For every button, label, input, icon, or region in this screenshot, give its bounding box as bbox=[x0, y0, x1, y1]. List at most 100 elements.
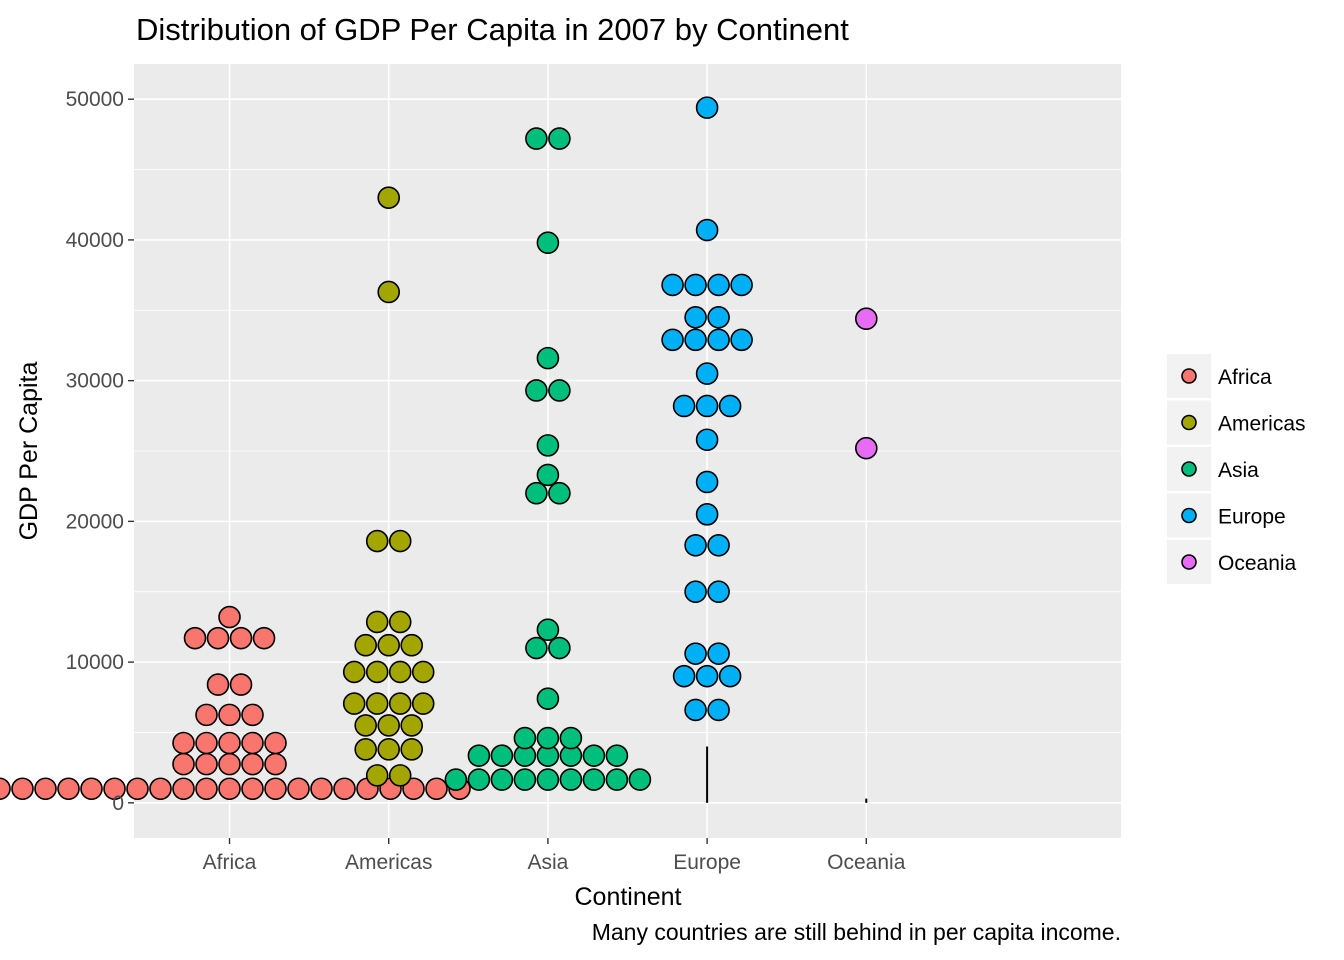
dot-africa bbox=[241, 777, 264, 801]
dot-americas bbox=[400, 633, 424, 657]
dot-africa bbox=[206, 626, 230, 650]
dot-africa bbox=[172, 731, 195, 755]
dot-africa bbox=[149, 777, 172, 801]
dot-americas bbox=[365, 764, 389, 787]
dot-asia bbox=[536, 463, 560, 487]
dot-americas bbox=[365, 660, 389, 684]
y-tick-label: 0 bbox=[112, 792, 124, 815]
dot-asia bbox=[548, 481, 571, 505]
dot-africa bbox=[172, 777, 195, 801]
dot-asia bbox=[513, 768, 537, 791]
y-tick-label: 50000 bbox=[66, 88, 124, 111]
dot-europe bbox=[718, 394, 742, 418]
dot-americas bbox=[365, 529, 389, 553]
dot-oceania bbox=[854, 307, 878, 331]
dot-africa bbox=[252, 626, 276, 650]
dot-africa bbox=[229, 673, 253, 696]
dot-americas bbox=[388, 660, 412, 684]
dot-africa bbox=[287, 777, 310, 801]
dot-asia bbox=[525, 636, 548, 660]
dot-europe bbox=[730, 328, 753, 352]
dot-europe bbox=[695, 394, 719, 418]
dot-asia bbox=[525, 481, 548, 505]
dot-africa bbox=[310, 777, 333, 801]
dot-europe bbox=[661, 273, 684, 297]
dot-americas bbox=[354, 714, 378, 737]
dot-americas bbox=[400, 714, 424, 737]
x-axis: Africa Americas Asia Europe Oceania bbox=[203, 838, 906, 874]
legend-label: Africa bbox=[1218, 366, 1272, 389]
dot-africa bbox=[402, 777, 425, 801]
dot-asia bbox=[525, 379, 548, 402]
dot-africa bbox=[195, 731, 218, 755]
dot-americas bbox=[400, 738, 424, 761]
dot-europe bbox=[707, 533, 730, 557]
dot-africa bbox=[241, 731, 264, 755]
dot-europe bbox=[730, 273, 753, 297]
dot-africa bbox=[264, 731, 287, 755]
dot-asia bbox=[525, 127, 548, 150]
legend-item-asia: Asia bbox=[1167, 447, 1259, 491]
dot-europe bbox=[695, 428, 719, 452]
dot-americas bbox=[388, 529, 412, 553]
dot-africa bbox=[333, 777, 356, 801]
dot-asia bbox=[548, 636, 571, 660]
dot-asia bbox=[467, 744, 491, 767]
y-axis: 0 10000 20000 30000 40000 50000 bbox=[66, 88, 134, 815]
dot-asia bbox=[605, 768, 629, 791]
legend-item-africa: Africa bbox=[1167, 354, 1272, 398]
y-tick-label: 30000 bbox=[66, 370, 124, 393]
y-tick-label: 40000 bbox=[66, 229, 124, 252]
dot-asia bbox=[582, 744, 606, 767]
dot-europe bbox=[707, 580, 730, 604]
dot-asia bbox=[536, 687, 560, 710]
legend-swatch-asia bbox=[1181, 461, 1197, 477]
dot-asia bbox=[536, 726, 560, 750]
dot-africa bbox=[206, 673, 230, 696]
legend-swatch-oceania bbox=[1181, 554, 1197, 570]
dot-asia bbox=[536, 768, 560, 791]
dot-americas bbox=[377, 186, 401, 209]
dot-europe bbox=[695, 218, 719, 242]
dot-asia bbox=[467, 768, 491, 791]
dot-africa bbox=[34, 777, 57, 801]
legend-item-oceania: Oceania bbox=[1167, 540, 1297, 584]
legend: Africa Americas Asia Europe Oceania bbox=[1167, 354, 1306, 584]
dot-americas bbox=[411, 692, 435, 715]
dot-africa bbox=[218, 703, 241, 727]
dot-asia bbox=[605, 744, 629, 767]
dot-europe bbox=[707, 642, 730, 665]
dot-asia bbox=[582, 768, 606, 791]
dot-europe bbox=[707, 273, 730, 297]
dot-africa bbox=[241, 752, 264, 776]
dot-europe bbox=[695, 362, 719, 385]
dot-americas bbox=[388, 692, 412, 715]
legend-label: Europe bbox=[1218, 506, 1286, 529]
dot-europe bbox=[684, 306, 707, 329]
whiskers bbox=[706, 746, 868, 803]
dot-americas bbox=[377, 633, 401, 657]
x-tick-label-oceania: Oceania bbox=[827, 851, 906, 874]
dot-asia bbox=[513, 726, 537, 750]
dot-americas bbox=[342, 692, 366, 715]
dot-africa bbox=[229, 626, 253, 650]
dot-africa bbox=[218, 777, 241, 801]
dot-africa bbox=[11, 777, 34, 801]
dot-americas bbox=[342, 660, 366, 684]
legend-label: Oceania bbox=[1218, 552, 1297, 575]
dot-africa bbox=[218, 731, 241, 755]
dot-americas bbox=[354, 633, 378, 657]
x-tick-label-africa: Africa bbox=[203, 851, 257, 874]
dot-americas bbox=[354, 738, 378, 761]
dot-africa bbox=[425, 777, 448, 801]
y-axis-title: GDP Per Capita bbox=[15, 362, 43, 541]
dot-americas bbox=[365, 692, 389, 715]
dot-africa bbox=[80, 777, 103, 801]
x-tick-label-americas: Americas bbox=[345, 851, 433, 874]
dot-asia bbox=[444, 768, 468, 791]
dot-americas bbox=[377, 714, 401, 737]
dot-africa bbox=[264, 752, 287, 776]
dot-europe bbox=[684, 533, 707, 557]
dot-africa bbox=[57, 777, 80, 801]
